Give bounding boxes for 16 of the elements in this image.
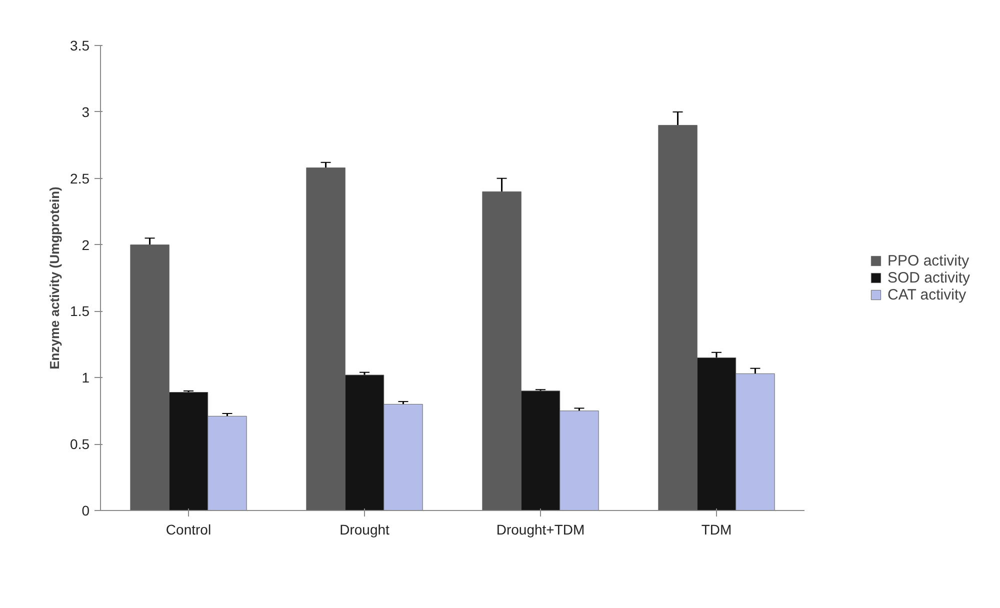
- y-tick-label: 3.5: [70, 38, 90, 54]
- y-tick-label: 0.5: [70, 436, 90, 452]
- y-tick-label: 2: [82, 236, 90, 253]
- y-axis-title: Enzyme activity (Umgprotein): [47, 186, 62, 370]
- x-tick-label: Drought: [340, 522, 390, 538]
- y-tick-label: 1.5: [70, 303, 90, 320]
- legend-label: PPO activity: [887, 252, 970, 269]
- x-tick-label: TDM: [701, 522, 732, 538]
- legend-label: CAT activity: [887, 286, 966, 303]
- y-tick-label: 2.5: [70, 170, 90, 186]
- x-tick-label: Drought+TDM: [496, 522, 585, 538]
- legend-label: SOD activity: [887, 269, 970, 286]
- y-tick-label: 0: [82, 502, 90, 518]
- x-tick-label: Control: [166, 522, 212, 538]
- y-tick-label: 1: [82, 370, 90, 386]
- y-tick-label: 3: [82, 104, 90, 120]
